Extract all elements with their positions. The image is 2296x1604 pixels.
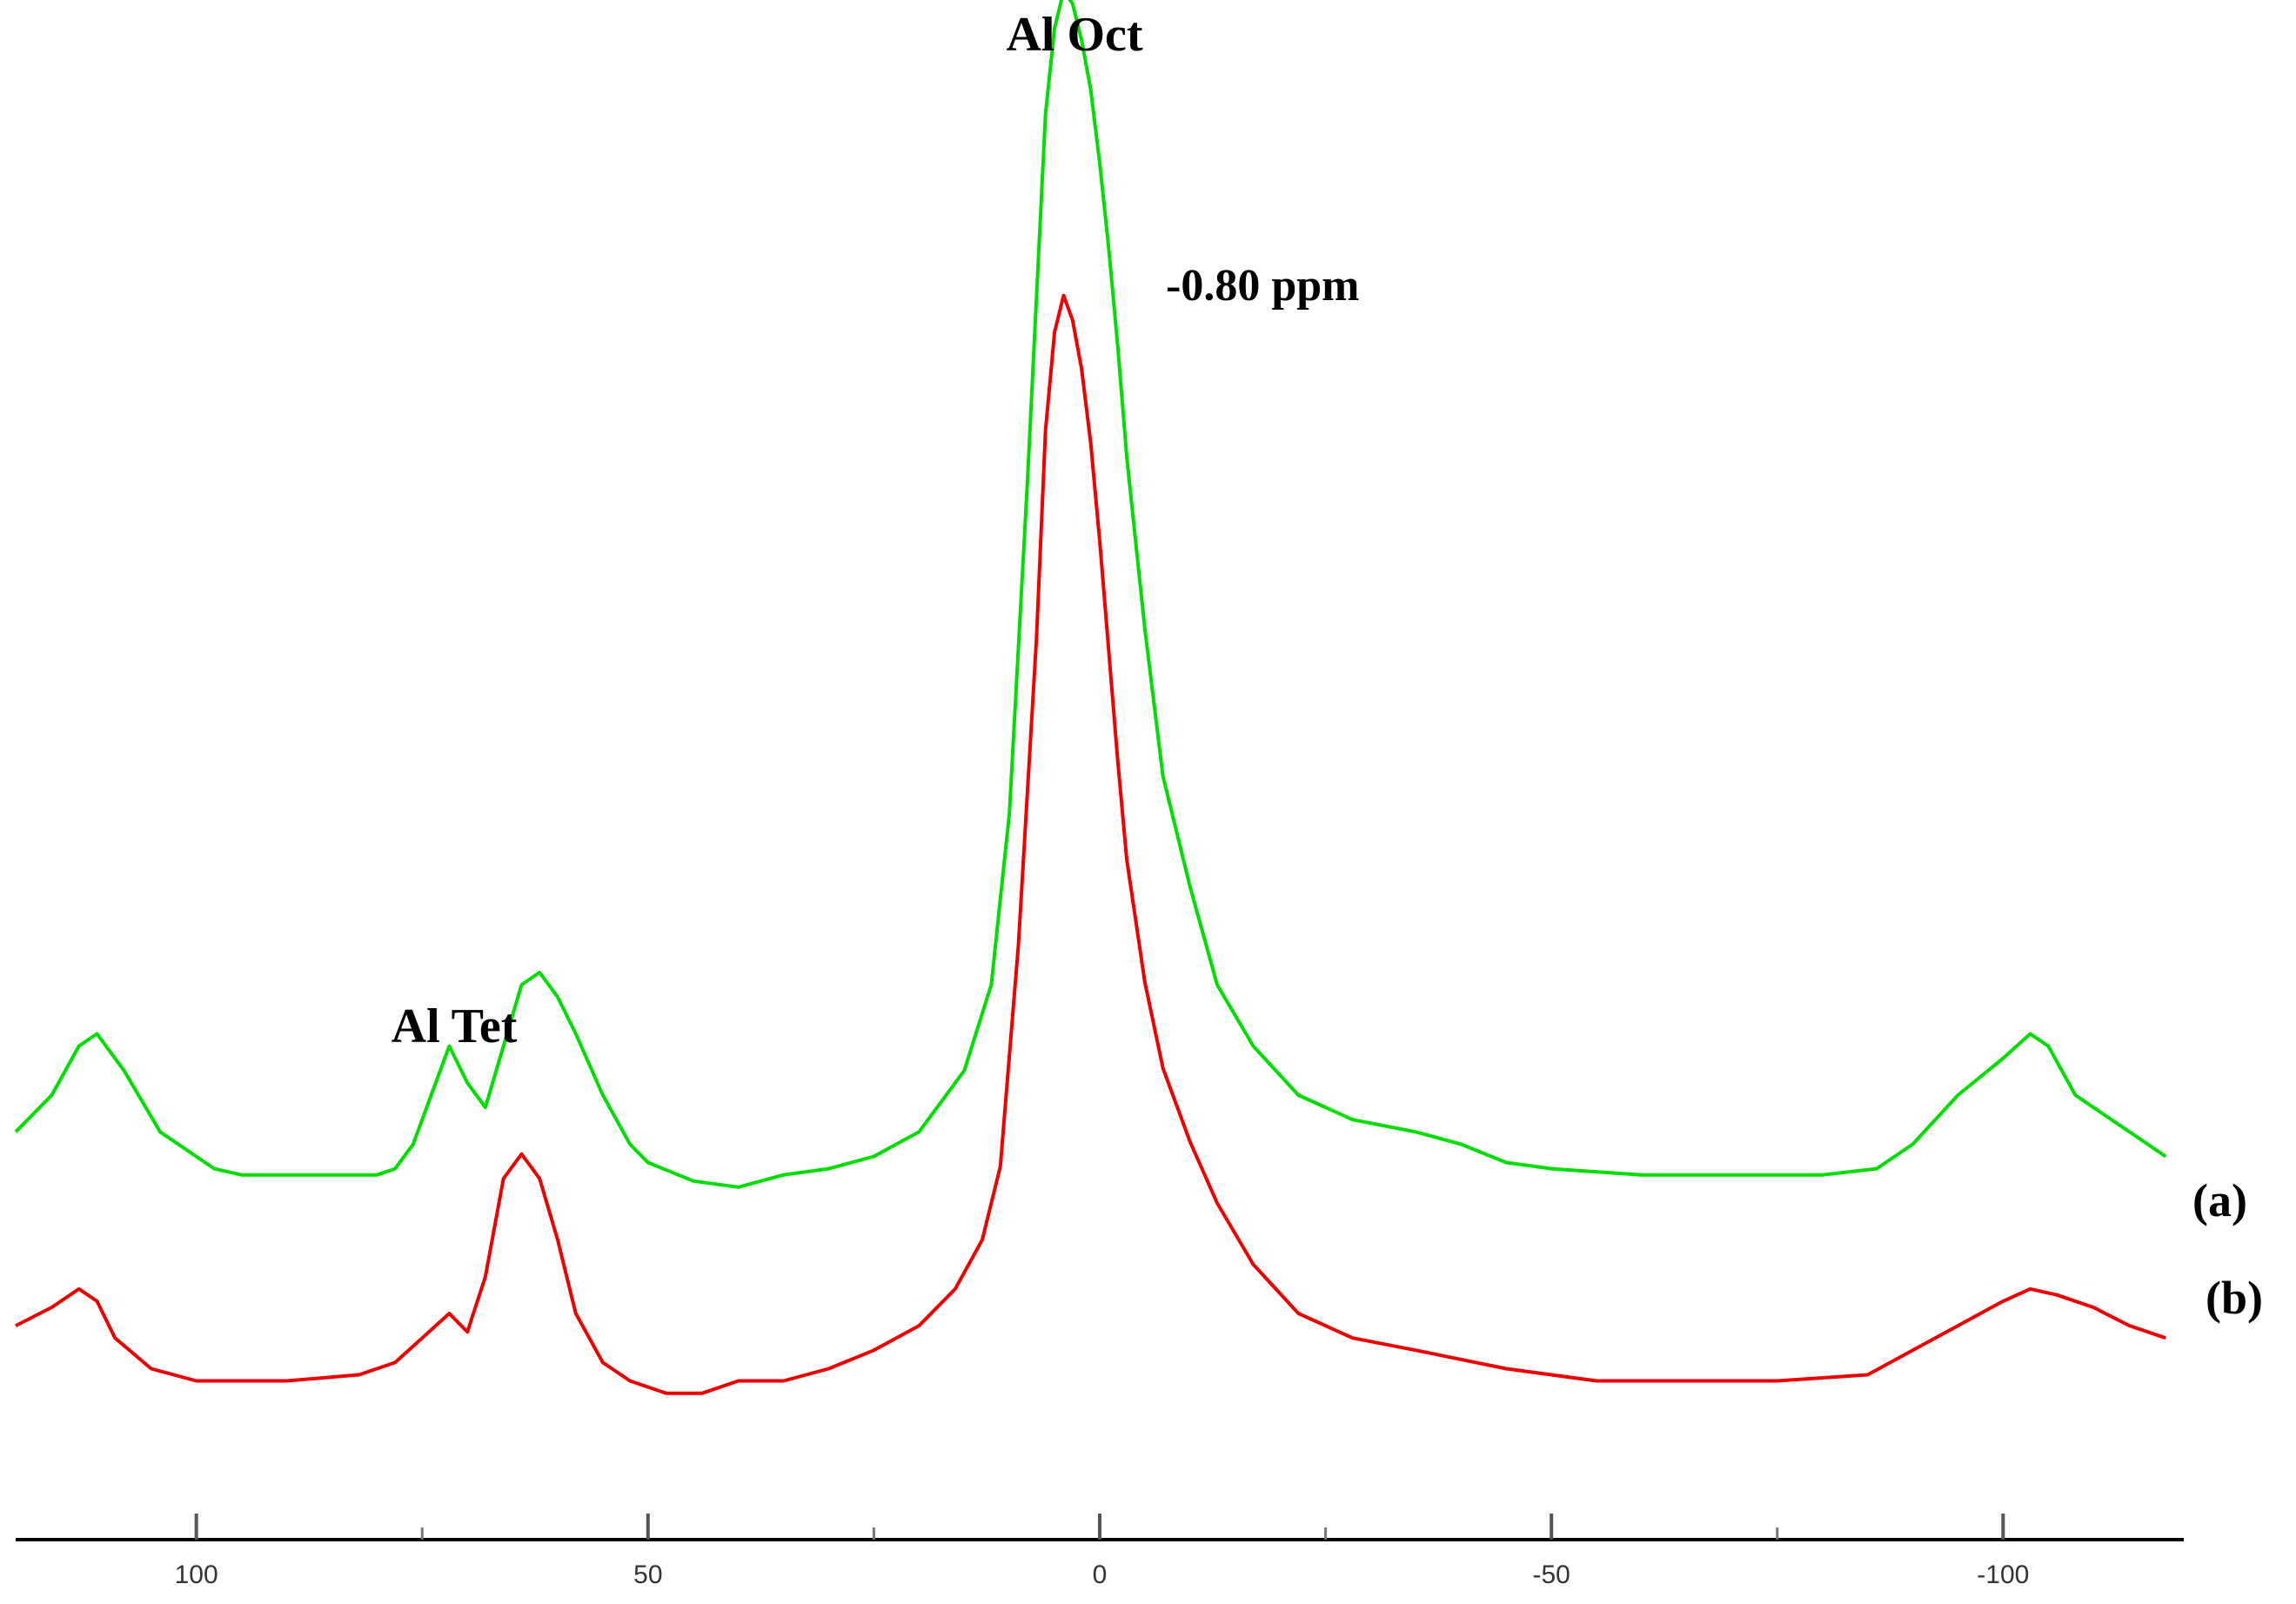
- x-tick-label: 0: [1093, 1561, 1108, 1589]
- x-axis-ticks: 100 50 0 -50 -100: [175, 1514, 2029, 1589]
- annotation-peak-shift: -0.80 ppm: [1166, 261, 1359, 311]
- series-layer: [14, 0, 2167, 1395]
- series-label-a: (a): [2192, 1174, 2247, 1226]
- x-tick-label: -50: [1532, 1561, 1570, 1589]
- series-labels: (a) (b): [2192, 1174, 2263, 1324]
- annotation-al-tet: Al Tet: [392, 999, 518, 1053]
- x-tick-label: 100: [175, 1561, 218, 1589]
- series-line-a: [14, 0, 2167, 1189]
- x-tick-label: -100: [1977, 1561, 2029, 1589]
- x-tick-label: 50: [633, 1561, 662, 1589]
- annotation-al-oct: Al Oct: [1006, 8, 1142, 62]
- series-label-b: (b): [2206, 1272, 2263, 1324]
- series-line-b: [15, 293, 2166, 1395]
